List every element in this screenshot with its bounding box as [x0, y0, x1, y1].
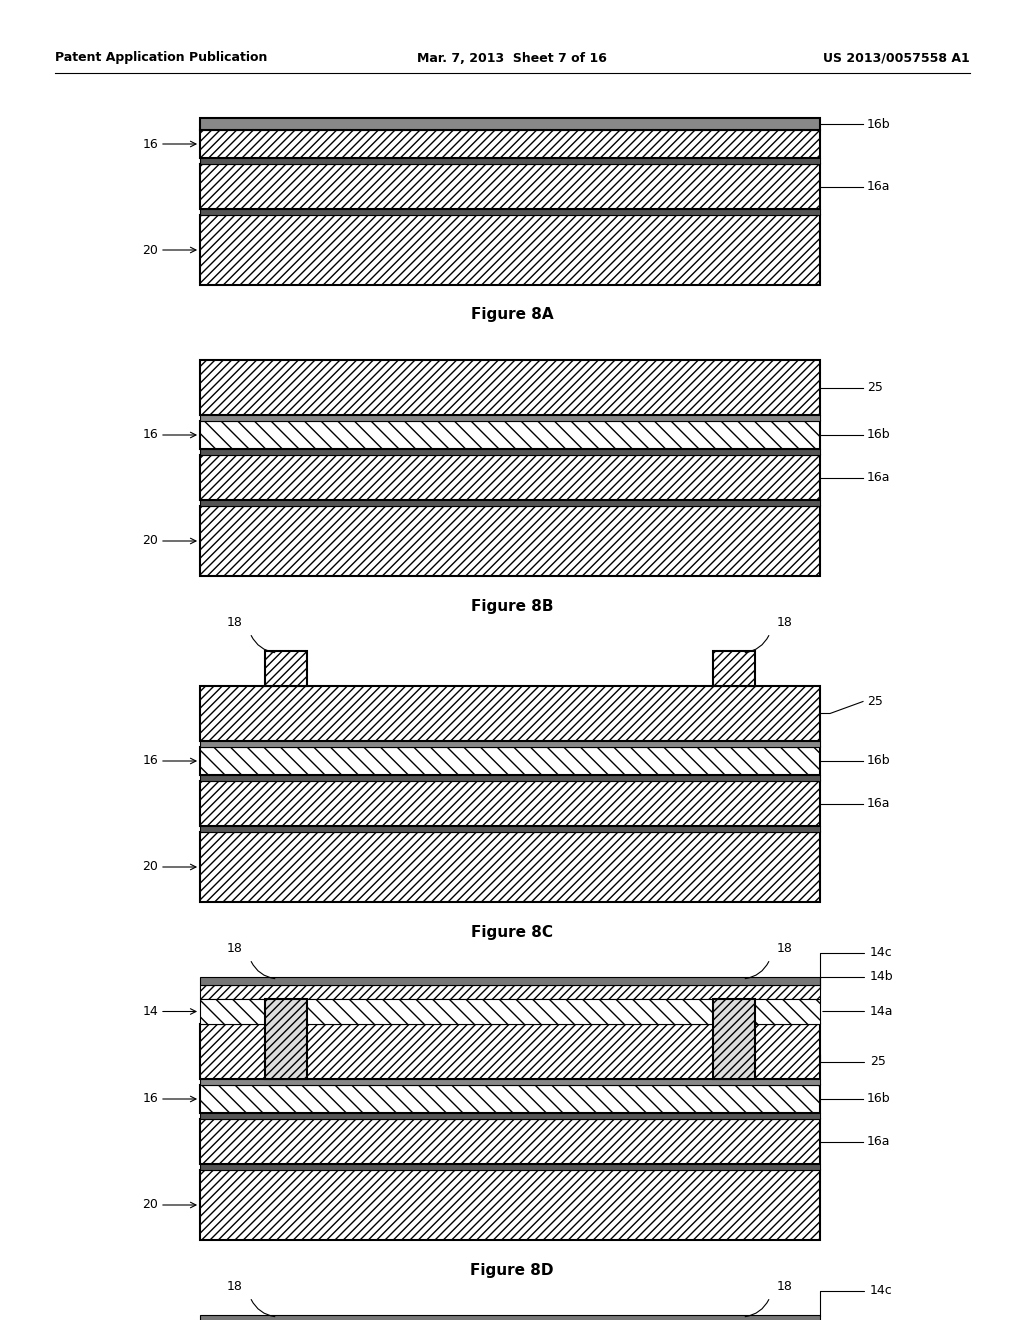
Text: 25: 25: [867, 696, 883, 708]
Text: 16a: 16a: [867, 180, 891, 193]
Text: Figure 8D: Figure 8D: [470, 1262, 554, 1278]
Bar: [200, 1113, 820, 1119]
Bar: [200, 775, 820, 781]
Bar: [200, 129, 820, 158]
Text: Figure 8C: Figure 8C: [471, 924, 553, 940]
Text: 20: 20: [142, 535, 158, 548]
Text: 18: 18: [777, 616, 793, 630]
Text: US 2013/0057558 A1: US 2013/0057558 A1: [823, 51, 970, 65]
Bar: [200, 215, 820, 285]
Text: 18: 18: [777, 1280, 793, 1294]
Text: 18: 18: [227, 616, 243, 630]
Bar: [200, 360, 820, 414]
Text: Patent Application Publication: Patent Application Publication: [55, 51, 267, 65]
Bar: [200, 164, 820, 209]
Bar: [200, 1164, 820, 1170]
Text: 16: 16: [142, 1093, 158, 1106]
Bar: [200, 977, 820, 985]
Bar: [200, 832, 820, 902]
Bar: [200, 747, 820, 775]
Bar: [200, 741, 820, 747]
Bar: [713, 999, 755, 1078]
Text: 20: 20: [142, 243, 158, 256]
Bar: [200, 999, 820, 1024]
Text: 14a: 14a: [822, 1005, 894, 1018]
Bar: [200, 421, 820, 449]
Text: 16a: 16a: [867, 471, 891, 484]
Bar: [200, 1315, 820, 1320]
Bar: [265, 999, 307, 1078]
Bar: [200, 985, 820, 999]
Text: 16b: 16b: [867, 755, 891, 767]
Bar: [200, 1085, 820, 1113]
Text: 20: 20: [142, 861, 158, 874]
Text: 16: 16: [142, 755, 158, 767]
Bar: [200, 209, 820, 215]
Bar: [200, 500, 820, 506]
Bar: [265, 651, 307, 686]
Text: 16: 16: [142, 429, 158, 441]
Bar: [200, 414, 820, 421]
Text: Figure 8A: Figure 8A: [471, 308, 553, 322]
Text: 16a: 16a: [867, 1135, 891, 1148]
Text: 18: 18: [777, 942, 793, 954]
Bar: [200, 1119, 820, 1164]
Bar: [200, 686, 820, 741]
Bar: [200, 781, 820, 826]
Text: 16a: 16a: [867, 797, 891, 810]
Text: 20: 20: [142, 1199, 158, 1212]
Text: Mar. 7, 2013  Sheet 7 of 16: Mar. 7, 2013 Sheet 7 of 16: [417, 51, 607, 65]
Bar: [200, 117, 820, 129]
Text: 16b: 16b: [867, 117, 891, 131]
Bar: [200, 826, 820, 832]
Text: 16b: 16b: [867, 1093, 891, 1106]
Text: 16b: 16b: [867, 429, 891, 441]
Bar: [200, 158, 820, 164]
Text: 14: 14: [142, 1005, 158, 1018]
Bar: [713, 651, 755, 686]
Bar: [200, 449, 820, 455]
Bar: [200, 506, 820, 576]
Text: 14b: 14b: [820, 970, 894, 989]
Text: 16: 16: [142, 137, 158, 150]
Text: 25: 25: [820, 1055, 886, 1068]
Text: Figure 8B: Figure 8B: [471, 598, 553, 614]
Text: 18: 18: [227, 1280, 243, 1294]
Bar: [200, 1024, 820, 1078]
Bar: [200, 1170, 820, 1239]
Text: 18: 18: [227, 942, 243, 954]
Text: 25: 25: [867, 381, 883, 393]
Text: 14c: 14c: [820, 946, 893, 978]
Bar: [200, 1078, 820, 1085]
Text: 14c: 14c: [820, 1284, 893, 1316]
Bar: [200, 455, 820, 500]
